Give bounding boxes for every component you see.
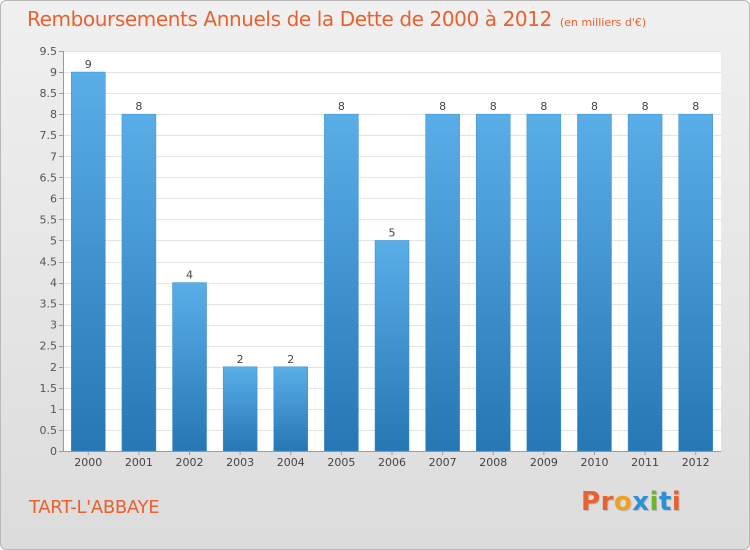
logo-letter: P [581,487,601,517]
x-tick-label: 2004 [277,456,305,469]
y-tick-label: 9.5 [40,45,58,58]
bar-value-label: 2 [287,353,294,366]
bar-value-label: 8 [642,100,649,113]
bar [172,282,207,452]
bar [273,366,309,452]
axes [59,51,721,455]
logo-letter: i [671,487,682,517]
y-tick-label: 3 [50,319,57,332]
y-tick-label: 6 [50,192,57,205]
data-labels: 9 8 4 2 2 8 5 8 8 8 8 8 8 [85,58,699,366]
logo-letter: t [658,487,672,517]
bar-value-label: 8 [490,100,497,113]
bar-value-label: 8 [338,100,345,113]
y-tick-label: 1 [50,403,57,416]
bar-value-label: 8 [540,100,547,113]
bar [577,113,612,452]
y-tick-label: 0 [50,445,57,458]
bar-value-label: 2 [237,353,244,366]
x-tick-labels: 2000 2001 2002 2003 2004 2005 2006 2007 2008 2009… [74,456,709,469]
y-tick-label: 5 [50,234,57,247]
y-tick-label: 4.5 [40,256,58,269]
bar [374,240,410,452]
bar-value-label: 9 [85,58,92,71]
x-tick-label: 2006 [378,456,406,469]
y-tick-label: 2.5 [40,340,58,353]
bar [627,113,663,452]
bar [222,366,258,452]
bar-value-label: 4 [186,269,193,282]
logo-letter: r [600,487,614,517]
x-tick-label: 2008 [479,456,507,469]
x-tick-label: 2007 [429,456,457,469]
x-tick-label: 2000 [74,456,102,469]
bar [678,113,713,452]
y-tick-label: 5.5 [40,213,58,226]
y-tick-label: 8 [50,108,57,121]
y-tick-label: 8.5 [40,87,58,100]
y-tick-label: 4 [50,277,57,290]
logo-letter: x [632,487,650,517]
logo-letter: i [649,487,659,517]
x-tick-label: 2012 [682,456,710,469]
y-tick-label: 3.5 [40,298,58,311]
x-tick-label: 2002 [176,456,204,469]
bar-value-label: 8 [692,100,699,113]
bar-value-label: 8 [135,100,142,113]
y-tick-label: 1.5 [40,382,58,395]
x-tick-label: 2005 [327,456,355,469]
y-tick-label: 0.5 [40,424,58,437]
bar-value-label: 8 [591,100,598,113]
bar-value-label: 5 [389,226,396,239]
bar [425,113,460,452]
proxiti-logo: Proxiti [581,487,681,517]
bar [71,71,106,452]
bar [475,113,511,452]
chart-title: Remboursements Annuels de la Dette de 20… [27,7,646,31]
bars [71,71,713,452]
x-tick-label: 2011 [631,456,659,469]
chart-unit: (en milliers d'€) [559,16,647,29]
bar [324,113,359,452]
y-tick-label: 9 [50,66,57,79]
logo-letter: o [613,487,633,517]
bar-value-label: 8 [439,100,446,113]
y-tick-label: 7 [50,150,57,163]
x-tick-label: 2009 [530,456,558,469]
commune-name: TART-L'ABBAYE [29,497,160,518]
y-tick-label: 7.5 [40,129,58,142]
y-tick-label: 6.5 [40,171,58,184]
bar [526,113,562,452]
x-tick-label: 2010 [580,456,608,469]
chart-title-text: Remboursements Annuels de la Dette de 20… [27,7,552,31]
y-tick-labels: 0 0.5 1 1.5 2 2.5 3 3.5 4 4.5 5 5.5 6 6.5 7 7.5 8 8.5 9 9.5 [40,45,58,458]
y-tick-label: 2 [50,361,57,374]
x-tick-label: 2003 [226,456,254,469]
x-tick-label: 2001 [125,456,153,469]
bar [121,113,157,452]
